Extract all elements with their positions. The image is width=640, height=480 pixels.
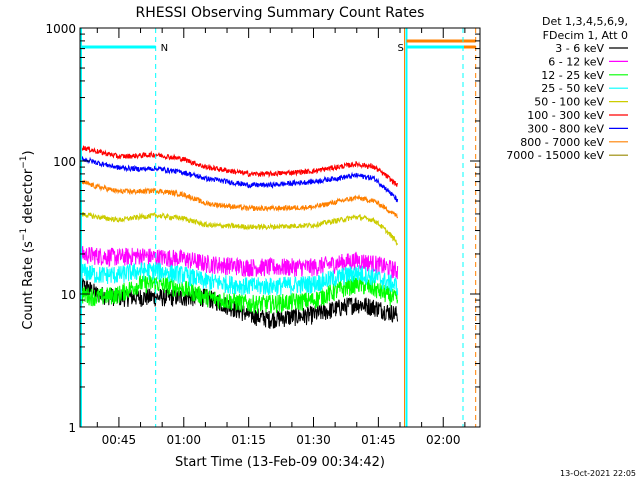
chart-title: RHESSI Observing Summary Count Rates <box>136 5 425 21</box>
x-tick-label: 01:30 <box>296 433 331 447</box>
x-tick-label: 00:45 <box>102 433 137 447</box>
series-line <box>79 211 399 247</box>
legend-entry-label: 100 - 300 keV <box>527 109 604 122</box>
generation-timestamp: 13-Oct-2021 22:05 <box>560 469 636 478</box>
y-axis-label: Count Rate (s−1 detector−1) <box>19 150 36 329</box>
x-tick-label: 02:00 <box>426 433 461 447</box>
legend-entry-label: 6 - 12 keV <box>548 55 604 68</box>
series-layer <box>79 144 399 329</box>
legend-entry-label: 7000 - 15000 keV <box>506 149 604 162</box>
y-axis: 1 10 100 1000 <box>45 22 480 435</box>
y-tick-label: 1 <box>68 421 76 435</box>
x-tick-label: 01:15 <box>231 433 266 447</box>
legend-entry-label: 25 - 50 keV <box>541 82 604 95</box>
legend-entry-label: 50 - 100 keV <box>534 96 604 109</box>
series-line <box>79 262 399 296</box>
series-line <box>79 274 399 314</box>
legend-entry-label: 12 - 25 keV <box>541 69 604 82</box>
series-line <box>79 144 399 187</box>
x-tick-label: 01:45 <box>361 433 396 447</box>
plot-frame <box>79 27 481 428</box>
series-line <box>79 275 399 329</box>
y-tick-label: 100 <box>53 155 76 169</box>
legend-entry-label: 3 - 6 keV <box>555 42 604 55</box>
marker-label: N <box>161 43 168 54</box>
series-line <box>79 178 399 219</box>
legend-header-line-2: FDecim 1, Att 0 <box>543 29 628 42</box>
x-axis-label: Start Time (13-Feb-09 00:34:42) <box>175 455 385 470</box>
x-tick-label: 01:00 <box>166 433 201 447</box>
x-axis: 00:45 01:00 01:15 01:30 01:45 02:00 <box>96 28 466 447</box>
legend-entry-label: 800 - 7000 keV <box>520 136 604 149</box>
series-line <box>79 245 399 280</box>
legend-header-line-1: Det 1,3,4,5,6,9, <box>542 15 628 28</box>
legend: Det 1,3,4,5,6,9, FDecim 1, Att 0 3 - 6 k… <box>506 15 628 162</box>
y-tick-label: 10 <box>61 288 76 302</box>
marker-label: S <box>397 43 403 54</box>
legend-entry-label: 300 - 800 keV <box>527 122 604 135</box>
series-line <box>79 154 399 203</box>
y-tick-label: 1000 <box>45 22 76 36</box>
